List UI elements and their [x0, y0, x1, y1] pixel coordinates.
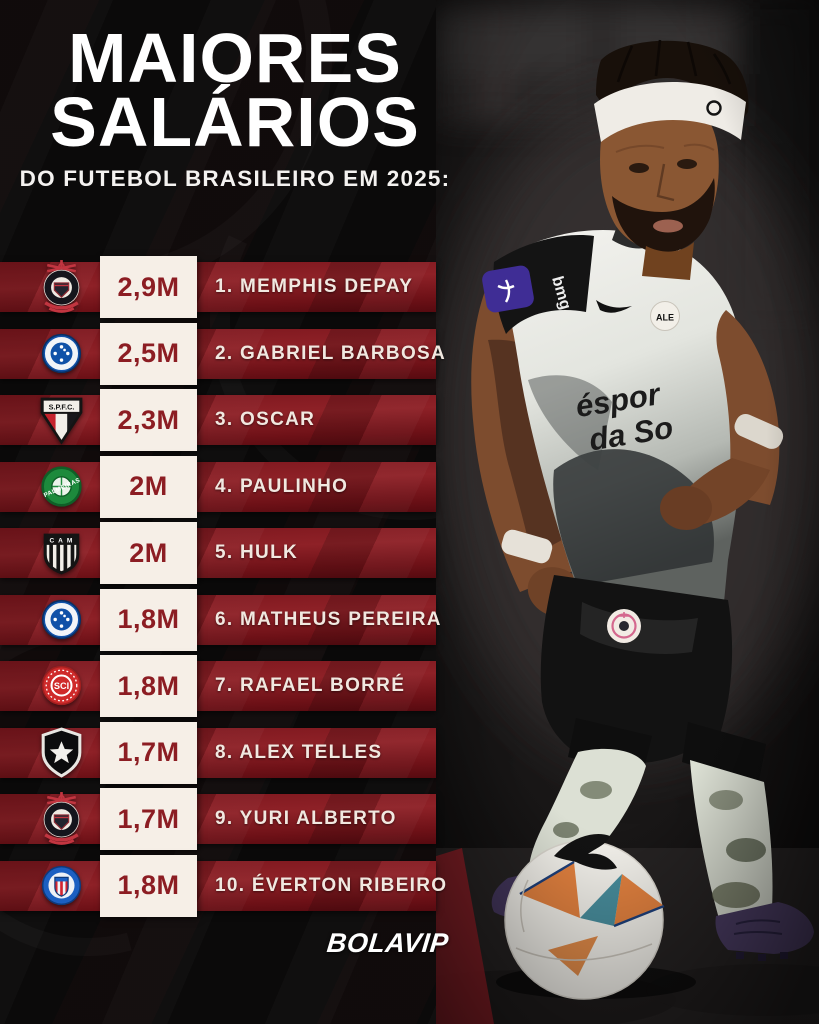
table-row: 1,8M 6. MATHEUS PEREIRA — [0, 588, 470, 651]
page-title-line2: SALÁRIOS — [50, 83, 420, 161]
table-row: 1,8M 7. RAFAEL BORRÉ — [0, 655, 470, 717]
bolavip-logo: BOLAVIP — [325, 928, 451, 958]
player-photo: bmg ALE éspor da So — [436, 0, 819, 1024]
club-logo-cruzeiro — [33, 591, 90, 648]
table-row: 2,3M 3. OSCAR — [0, 389, 470, 451]
table-row: 2,5M 2. GABRIEL BARBOSA — [0, 322, 470, 385]
salary-badge: 2M — [100, 455, 197, 518]
club-logo-bahia — [33, 857, 90, 914]
player-name: 8. ALEX TELLES — [215, 741, 383, 763]
club-logo-cruzeiro — [33, 325, 90, 382]
salary-badge: 2,9M — [100, 256, 197, 318]
player-photo-illustration: bmg ALE éspor da So — [436, 0, 819, 1024]
salary-badge: 1,7M — [100, 721, 197, 784]
player-name: 4. PAULINHO — [215, 475, 349, 497]
table-row: 1,7M 9. YURI ALBERTO — [0, 788, 470, 850]
player-name: 2. GABRIEL BARBOSA — [215, 342, 447, 364]
player-name: 1. MEMPHIS DEPAY — [215, 276, 414, 297]
table-row: 1,8M 10. ÉVERTON RIBEIRO — [0, 854, 470, 917]
club-logo-atletico-mineiro — [33, 524, 90, 581]
table-row: 2,9M 1. MEMPHIS DEPAY — [0, 256, 470, 318]
salary-badge: 1,8M — [100, 854, 197, 917]
salary-badge: 2M — [100, 522, 197, 584]
player-name: 10. ÉVERTON RIBEIRO — [215, 874, 448, 896]
player-name: 7. RAFAEL BORRÉ — [215, 675, 406, 696]
salary-ranking-list: 2,9M 1. MEMPHIS DEPAY 2,5M 2. GABRIEL BA… — [0, 256, 470, 927]
page-title-line1: MAIORES — [68, 19, 402, 97]
player-name: 9. YURI ALBERTO — [215, 808, 397, 829]
player-name: 5. HULK — [215, 542, 298, 563]
club-logo-sao-paulo — [33, 391, 90, 448]
club-logo-internacional — [33, 657, 90, 714]
player-name: 6. MATHEUS PEREIRA — [215, 608, 442, 630]
salary-badge: 1,8M — [100, 588, 197, 651]
salary-badge: 2,5M — [100, 322, 197, 385]
page-subtitle: DO FUTEBOL BRASILEIRO EM 2025: — [19, 166, 451, 191]
photo-vignette — [436, 0, 819, 1024]
table-row: 2M 4. PAULINHO — [0, 455, 470, 518]
salary-badge: 2,3M — [100, 389, 197, 451]
salary-badge: 1,7M — [100, 788, 197, 850]
header: MAIORES SALÁRIOS DO FUTEBOL BRASILEIRO E… — [0, 19, 470, 192]
salary-badge: 1,8M — [100, 655, 197, 717]
club-logo-palmeiras — [33, 458, 90, 515]
club-logo-corinthians — [33, 790, 90, 847]
player-name: 3. OSCAR — [215, 409, 316, 430]
club-logo-botafogo — [33, 724, 90, 781]
table-row: 1,7M 8. ALEX TELLES — [0, 721, 470, 784]
table-row: 2M 5. HULK — [0, 522, 470, 584]
club-logo-corinthians — [33, 258, 90, 315]
